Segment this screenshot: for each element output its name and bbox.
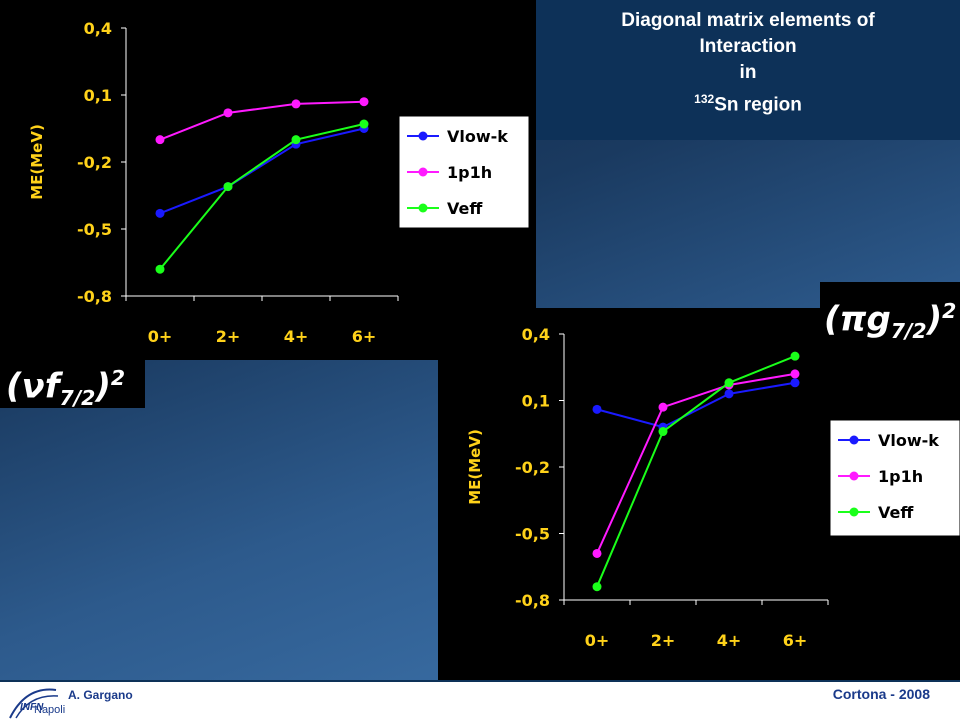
y-axis-label: ME(MeV)	[466, 429, 484, 505]
logo-text: INFN	[20, 702, 44, 713]
y-axis-label: ME(MeV)	[28, 124, 46, 200]
legend-label: Veff	[447, 199, 483, 218]
title-line2: Interaction	[699, 36, 797, 57]
orbital-sub: 7/2	[59, 386, 96, 411]
data-point	[223, 182, 233, 192]
data-point	[724, 378, 734, 388]
greek-pi: π	[839, 299, 867, 340]
data-point	[291, 135, 301, 145]
data-point	[658, 427, 668, 437]
chart-nu-f72: 0,4 0,1 -0,2 -0,5 -0,8 0+ 2+ 4+ 6+ ME(MeV) Vlow-k 1…	[28, 19, 530, 346]
series-line-vlowk	[159, 127, 365, 215]
infn-logo-icon: INFN	[9, 688, 59, 719]
legend-label: Vlow-k	[878, 431, 939, 450]
x-tick-label: 2+	[651, 631, 676, 650]
data-point	[658, 402, 668, 412]
series-line-vlowk	[596, 381, 796, 429]
data-point	[790, 378, 800, 388]
legend-marker	[418, 131, 428, 141]
y-tick-label: -0,8	[77, 287, 112, 306]
chart-pi-g72: 0,4 0,1 -0,2 -0,5 -0,8 0+ 2+ 4+ 6+ ME(MeV) Vlow-k 1…	[466, 325, 960, 650]
series-line-1p1h	[596, 372, 796, 554]
legend-label: Vlow-k	[447, 127, 508, 146]
orbital-sup: 2	[942, 299, 957, 323]
x-tick-label: 4+	[284, 327, 309, 346]
x-tick-label: 0+	[585, 631, 610, 650]
data-point	[291, 99, 301, 109]
series-line-veff	[596, 355, 796, 588]
region-text: Sn region	[714, 94, 802, 116]
data-point	[790, 369, 800, 379]
event-name: Cortona - 2008	[832, 686, 930, 702]
x-tick-label: 2+	[216, 327, 241, 346]
data-point	[724, 389, 734, 399]
mass-number: 132	[694, 92, 715, 106]
legend-marker	[849, 507, 859, 517]
orbital-sub: 7/2	[890, 319, 927, 344]
legend-marker	[418, 203, 428, 213]
y-tick-label: 0,1	[522, 392, 550, 411]
y-tick-label: -0,2	[515, 458, 550, 477]
y-tick-label: -0,2	[77, 153, 112, 172]
data-point	[592, 548, 602, 558]
x-tick-label: 4+	[717, 631, 742, 650]
y-tick-label: -0,5	[515, 525, 550, 544]
legend-marker	[849, 435, 859, 445]
logo-subtext: Napoli	[34, 704, 66, 716]
y-tick-label: 0,1	[84, 86, 112, 105]
x-tick-label: 0+	[148, 327, 173, 346]
data-point	[592, 582, 602, 592]
orbital-g: g	[866, 299, 891, 340]
data-point	[155, 135, 165, 145]
data-point	[592, 404, 602, 414]
y-tick-label: 0,4	[84, 19, 112, 38]
data-point	[155, 264, 165, 274]
data-point	[223, 108, 233, 118]
y-tick-label: -0,8	[515, 591, 550, 610]
data-point	[790, 351, 800, 361]
x-tick-label: 6+	[352, 327, 377, 346]
data-point	[155, 208, 165, 218]
data-point	[359, 97, 369, 107]
orbital-f: f	[44, 366, 60, 407]
author-name: A. Gargano	[68, 688, 133, 702]
footer-divider	[0, 680, 960, 682]
data-point	[359, 119, 369, 129]
y-tick-label: -0,5	[77, 220, 112, 239]
title-line3: in	[739, 62, 757, 83]
slide-title: Diagonal matrix elements of Interaction …	[536, 0, 960, 140]
state-label-nu-f72: (νf7/2)2	[0, 348, 145, 411]
series-line-veff	[159, 123, 365, 270]
legend-marker	[849, 471, 859, 481]
legend-marker	[418, 167, 428, 177]
legend-label: 1p1h	[447, 163, 492, 182]
title-line1: Diagonal matrix elements of	[621, 10, 875, 31]
orbital-sup: 2	[110, 366, 126, 390]
y-tick-label: 0,4	[522, 325, 550, 344]
footer-bar	[0, 680, 960, 720]
legend-label: 1p1h	[878, 467, 923, 486]
legend-label: Veff	[878, 503, 914, 522]
x-tick-label: 6+	[783, 631, 808, 650]
state-label-pi-g72: (πg7/2)2	[820, 282, 960, 344]
title-line4: 132Sn region	[536, 86, 960, 118]
series-line-1p1h	[159, 100, 365, 141]
greek-nu: ν	[21, 366, 45, 407]
